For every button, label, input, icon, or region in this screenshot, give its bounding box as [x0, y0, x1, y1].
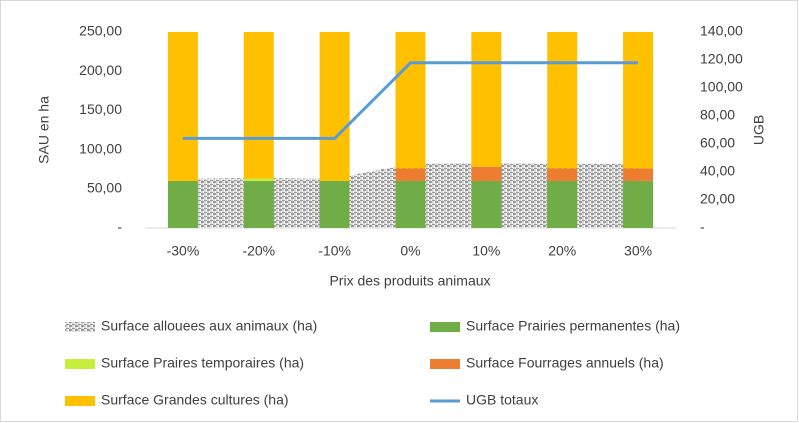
bar — [471, 32, 502, 167]
y-tick-label: 250,00 — [79, 23, 122, 39]
x-tick-label: 20% — [548, 243, 576, 259]
y-tick-label: - — [117, 219, 122, 235]
bar — [471, 166, 502, 181]
y2-axis-title: UGB — [751, 115, 767, 145]
y-tick-label: 200,00 — [79, 62, 122, 78]
bar — [623, 168, 654, 181]
x-tick-label: -10% — [318, 243, 351, 259]
y2-tick-label: 140,00 — [700, 23, 743, 39]
bar — [623, 32, 654, 169]
bar — [243, 180, 274, 228]
bar — [547, 32, 578, 169]
bar — [623, 180, 654, 228]
bar — [395, 168, 426, 181]
legend-label: Surface allouees aux animaux (ha) — [101, 318, 317, 334]
y2-tick-label: 120,00 — [700, 51, 743, 67]
y2-tick-label: 60,00 — [700, 135, 735, 151]
legend-label: Surface Fourrages annuels (ha) — [466, 355, 664, 371]
x-tick-label: 10% — [472, 243, 500, 259]
x-tick-label: -30% — [167, 243, 200, 259]
legend-label: Surface Grandes cultures (ha) — [101, 392, 289, 408]
bar — [243, 178, 274, 181]
y-tick-label: 150,00 — [79, 101, 122, 117]
bar — [243, 32, 274, 179]
bar — [395, 180, 426, 228]
bar — [167, 32, 198, 181]
bar — [395, 32, 426, 169]
bar — [167, 180, 198, 228]
x-axis-title: Prix des produits animaux — [329, 273, 490, 289]
y2-tick-label: 100,00 — [700, 79, 743, 95]
x-tick-label: -20% — [242, 243, 275, 259]
bar — [319, 180, 350, 228]
y2-tick-label: 40,00 — [700, 163, 735, 179]
y-tick-label: 100,00 — [79, 140, 122, 156]
x-tick-label: 0% — [400, 243, 420, 259]
legend-marker — [430, 322, 460, 332]
legend-label: UGB totaux — [466, 392, 538, 408]
y2-tick-label: - — [700, 219, 705, 235]
legend-label: Surface Prairies permanentes (ha) — [466, 318, 680, 334]
legend-marker — [65, 396, 95, 406]
y-tick-label: 50,00 — [87, 180, 122, 196]
x-tick-label: 30% — [624, 243, 652, 259]
bar — [547, 180, 578, 228]
y-axis-title: SAU en ha — [36, 96, 52, 164]
y2-tick-label: 80,00 — [700, 107, 735, 123]
line — [182, 61, 639, 140]
bar — [319, 32, 350, 181]
legend-label: Surface Praires temporaires (ha) — [101, 355, 304, 371]
legend-marker — [65, 359, 95, 369]
legend-marker — [430, 359, 460, 369]
bar — [547, 168, 578, 181]
y2-tick-label: 20,00 — [700, 191, 735, 207]
bar — [471, 180, 502, 228]
legend-marker — [65, 322, 95, 332]
